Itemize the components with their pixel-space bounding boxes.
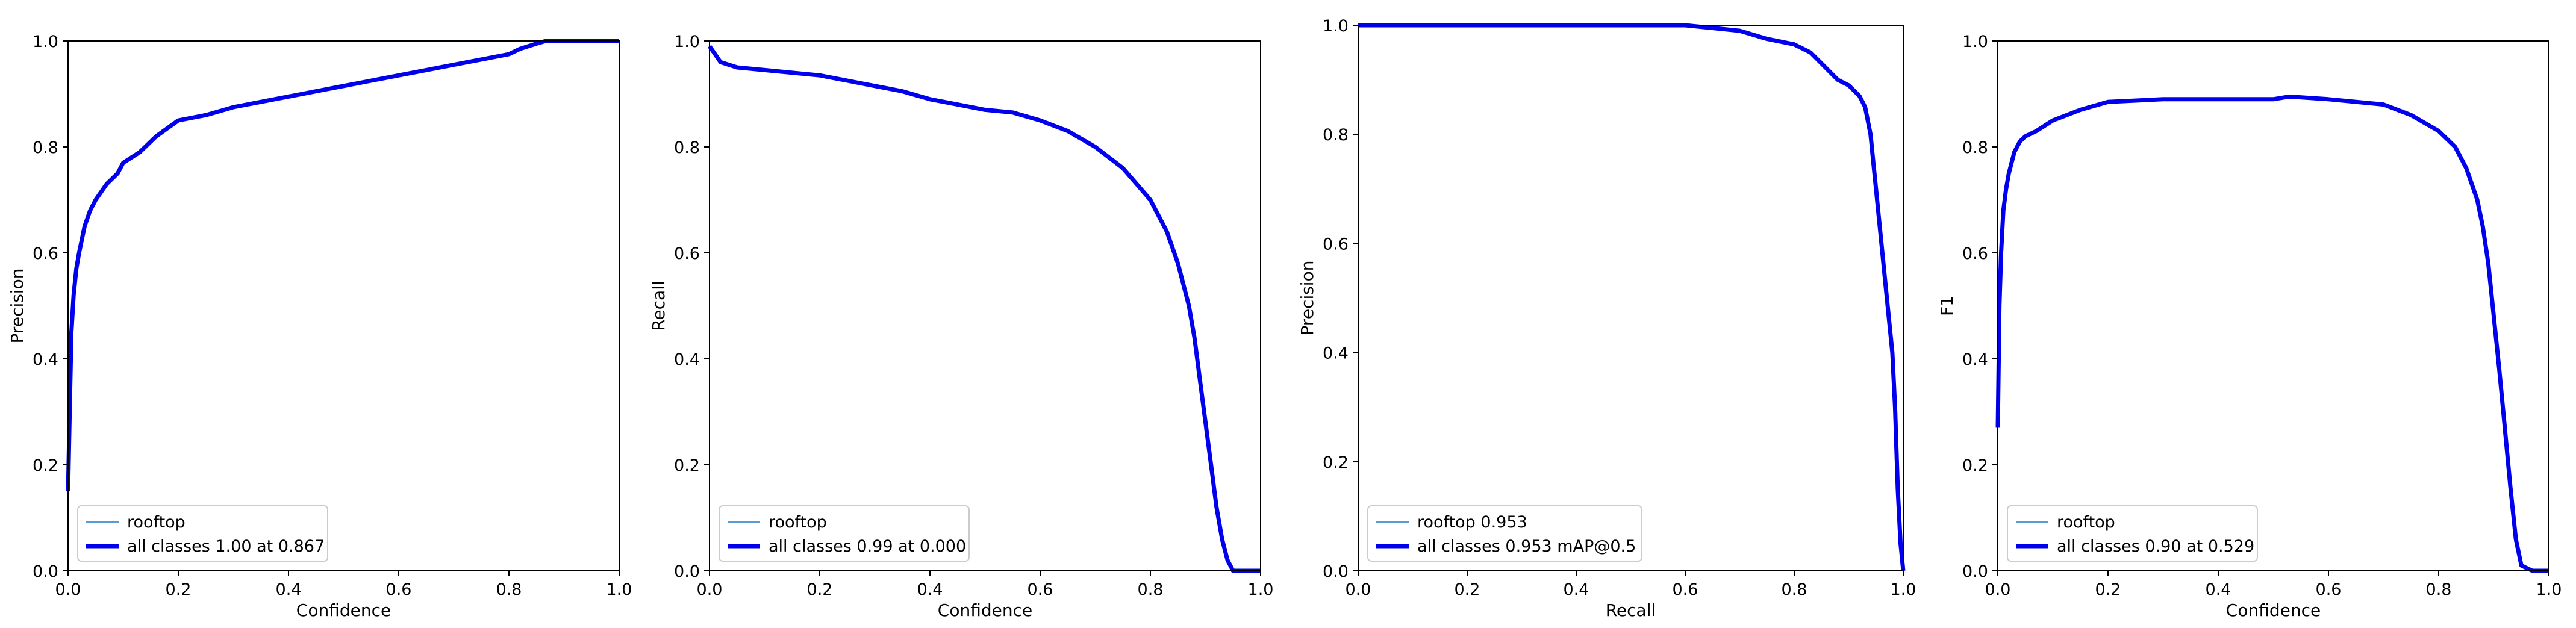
x-tick-label: 0.6 (1028, 580, 1053, 599)
x-tick-label: 0.2 (807, 580, 833, 599)
x-tick-label: 0.0 (1985, 580, 2011, 599)
legend-box (2007, 505, 2258, 562)
axes-frame (1997, 40, 2549, 571)
y-axis-label: F1 (1937, 296, 1957, 316)
legend-entry: rooftop 0.953 (1417, 513, 1527, 532)
legend: rooftop 0.953 all classes 0.953 mAP@0.5 (1367, 505, 1642, 562)
chart-panel-1: 0.0 0.2 0.4 0.6 0.8 1.0 0.0 0.2 0.4 0.6 0.8 1.0 Conf… (7, 33, 632, 620)
y-tick-label: 0.4 (33, 350, 58, 369)
y-tick-label: 0.2 (1323, 453, 1349, 472)
y-tick-label: 1.0 (674, 33, 700, 51)
x-tick-label: 0.2 (1455, 580, 1480, 599)
y-tick-label: 1.0 (1962, 33, 1988, 51)
y-tick-label: 0.2 (1962, 456, 1988, 475)
y-tick-label: 0.6 (1962, 244, 1988, 263)
x-tick-label: 0.4 (917, 580, 943, 599)
chart-panel-3: 0.0 0.2 0.4 0.6 0.8 1.0 0.0 0.2 0.4 0.6 0.8 1.0 Reca… (1297, 17, 1916, 620)
y-tick-label: 0.4 (1962, 350, 1988, 369)
chart-panel-2: 0.0 0.2 0.4 0.6 0.8 1.0 0.0 0.2 0.4 0.6 0.8 1.0 Conf… (649, 33, 1273, 620)
x-tick-label: 0.0 (697, 580, 723, 599)
y-tick-label: 0.4 (1323, 344, 1349, 363)
legend: rooftop all classes 1.00 at 0.867 (77, 505, 328, 562)
y-tick-label: 0.8 (1962, 138, 1988, 157)
series-line-rooftop (67, 40, 619, 492)
legend-entry: all classes 0.953 mAP@0.5 (1417, 537, 1636, 556)
x-tick-label: 0.8 (1782, 580, 1807, 599)
x-axis-label: Recall (1606, 600, 1656, 620)
x-tick-label: 1.0 (2536, 580, 2562, 599)
series-line-all-classes (66, 39, 619, 492)
legend-box (1367, 505, 1642, 562)
chart-panel-4: 0.0 0.2 0.4 0.6 0.8 1.0 0.0 0.2 0.4 0.6 0.8 1.0 Conf… (1937, 33, 2562, 620)
y-tick-label: 0.8 (1323, 126, 1349, 145)
x-tick-label: 0.2 (166, 580, 192, 599)
legend-box (719, 505, 970, 562)
legend: rooftop all classes 0.90 at 0.529 (2007, 505, 2258, 562)
x-tick-label: 0.4 (276, 580, 302, 599)
y-tick-label: 0.6 (1323, 235, 1349, 253)
legend-entry: rooftop (127, 513, 186, 532)
x-tick-label: 0.4 (2206, 580, 2231, 599)
x-tick-label: 0.8 (2426, 580, 2452, 599)
x-tick-label: 0.8 (496, 580, 522, 599)
x-tick-label: 1.0 (1891, 580, 1916, 599)
x-tick-label: 0.2 (2095, 580, 2121, 599)
y-tick-label: 0.6 (674, 244, 700, 263)
x-axis-label: Confidence (2226, 600, 2321, 620)
y-tick-label: 0.0 (1962, 562, 1988, 581)
y-tick-label: 0.2 (33, 456, 58, 475)
axes-frame (1358, 25, 1904, 571)
y-tick-label: 0.0 (1323, 562, 1349, 581)
x-tick-label: 0.6 (2316, 580, 2342, 599)
y-tick-label: 0.2 (674, 456, 700, 475)
legend-entry: rooftop (769, 513, 827, 532)
x-tick-label: 0.6 (386, 580, 412, 599)
y-tick-label: 0.0 (674, 562, 700, 581)
x-axis-label: Confidence (938, 600, 1032, 620)
series-line-rooftop (1358, 25, 1904, 571)
series-line-all-classes (708, 45, 1261, 573)
axes-frame (67, 40, 620, 571)
legend: rooftop all classes 0.99 at 0.000 (719, 505, 970, 562)
series-line-rooftop (709, 46, 1261, 571)
legend-entry: rooftop (2057, 513, 2115, 532)
y-tick-label: 1.0 (1323, 17, 1349, 36)
y-tick-label: 0.0 (33, 562, 58, 581)
y-tick-label: 1.0 (33, 33, 58, 51)
y-tick-label: 0.4 (674, 350, 700, 369)
series-line-all-classes (1995, 94, 2549, 573)
x-tick-label: 0.0 (55, 580, 81, 599)
x-axis-label: Confidence (296, 600, 391, 620)
y-axis-label: Precision (1297, 261, 1317, 336)
x-tick-label: 1.0 (607, 580, 632, 599)
x-tick-label: 0.8 (1138, 580, 1164, 599)
series-line-all-classes (1358, 23, 1906, 571)
legend-entry: all classes 1.00 at 0.867 (127, 537, 325, 556)
legend-box (77, 505, 328, 562)
y-axis-label: Recall (649, 281, 669, 331)
x-tick-label: 0.4 (1564, 580, 1589, 599)
y-tick-label: 0.6 (33, 244, 58, 263)
y-tick-label: 0.8 (33, 138, 58, 157)
legend-entry: all classes 0.99 at 0.000 (769, 537, 966, 556)
x-tick-label: 0.6 (1673, 580, 1698, 599)
legend-entry: all classes 0.90 at 0.529 (2057, 537, 2254, 556)
x-tick-label: 1.0 (1248, 580, 1274, 599)
y-axis-label: Precision (7, 269, 27, 344)
x-tick-label: 0.0 (1346, 580, 1371, 599)
axes-frame (709, 40, 1261, 571)
y-tick-label: 0.8 (674, 138, 700, 157)
